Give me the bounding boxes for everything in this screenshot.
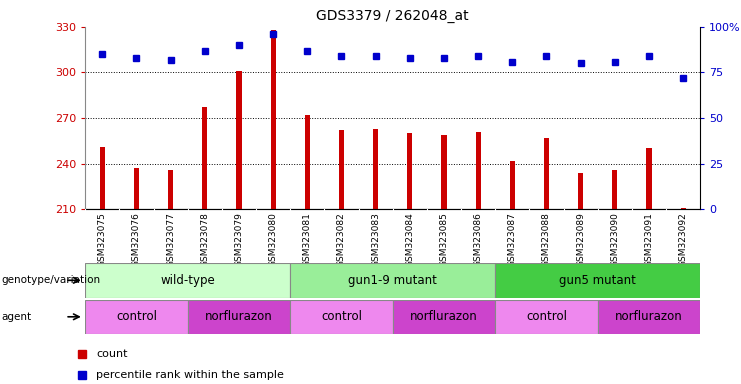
Text: GSM323089: GSM323089 bbox=[576, 212, 585, 267]
Text: control: control bbox=[526, 310, 567, 323]
Text: norflurazon: norflurazon bbox=[615, 310, 683, 323]
Text: control: control bbox=[116, 310, 157, 323]
Bar bbox=[544, 138, 549, 209]
Bar bbox=[646, 149, 651, 209]
Bar bbox=[612, 170, 617, 209]
Text: GSM323084: GSM323084 bbox=[405, 212, 414, 266]
Text: GSM323082: GSM323082 bbox=[337, 212, 346, 266]
Bar bbox=[290, 263, 495, 298]
Text: GSM323083: GSM323083 bbox=[371, 212, 380, 267]
Title: GDS3379 / 262048_at: GDS3379 / 262048_at bbox=[316, 9, 469, 23]
Text: GSM323088: GSM323088 bbox=[542, 212, 551, 267]
Text: GSM323085: GSM323085 bbox=[439, 212, 448, 267]
Bar bbox=[339, 130, 344, 209]
Bar bbox=[408, 133, 413, 209]
Bar bbox=[495, 300, 598, 334]
Text: gun5 mutant: gun5 mutant bbox=[559, 274, 637, 287]
Bar bbox=[85, 263, 290, 298]
Text: wild-type: wild-type bbox=[160, 274, 215, 287]
Bar bbox=[270, 30, 276, 209]
Bar bbox=[134, 168, 139, 209]
Bar bbox=[202, 108, 207, 209]
Bar bbox=[85, 300, 187, 334]
Bar bbox=[290, 300, 393, 334]
Text: genotype/variation: genotype/variation bbox=[1, 275, 101, 285]
Bar bbox=[168, 170, 173, 209]
Text: GSM323081: GSM323081 bbox=[303, 212, 312, 267]
Text: GSM323086: GSM323086 bbox=[473, 212, 482, 267]
Text: GSM323091: GSM323091 bbox=[645, 212, 654, 267]
Bar bbox=[236, 71, 242, 209]
Text: control: control bbox=[321, 310, 362, 323]
Bar bbox=[598, 300, 700, 334]
Bar bbox=[578, 173, 583, 209]
Bar bbox=[393, 300, 495, 334]
Text: GSM323075: GSM323075 bbox=[98, 212, 107, 267]
Text: count: count bbox=[96, 349, 128, 359]
Bar bbox=[442, 135, 447, 209]
Text: GSM323087: GSM323087 bbox=[508, 212, 516, 267]
Text: norflurazon: norflurazon bbox=[410, 310, 478, 323]
Bar bbox=[495, 263, 700, 298]
Text: percentile rank within the sample: percentile rank within the sample bbox=[96, 370, 285, 380]
Bar bbox=[680, 208, 685, 209]
Bar bbox=[373, 129, 378, 209]
Bar bbox=[476, 132, 481, 209]
Text: GSM323076: GSM323076 bbox=[132, 212, 141, 267]
Text: GSM323078: GSM323078 bbox=[200, 212, 209, 267]
Text: agent: agent bbox=[1, 312, 32, 322]
Bar bbox=[510, 161, 515, 209]
Text: GSM323092: GSM323092 bbox=[679, 212, 688, 266]
Bar bbox=[187, 300, 290, 334]
Text: GSM323090: GSM323090 bbox=[611, 212, 619, 267]
Text: GSM323077: GSM323077 bbox=[166, 212, 175, 267]
Text: GSM323079: GSM323079 bbox=[234, 212, 244, 267]
Text: norflurazon: norflurazon bbox=[205, 310, 273, 323]
Text: gun1-9 mutant: gun1-9 mutant bbox=[348, 274, 437, 287]
Text: GSM323080: GSM323080 bbox=[269, 212, 278, 267]
Bar bbox=[100, 147, 105, 209]
Bar bbox=[305, 115, 310, 209]
